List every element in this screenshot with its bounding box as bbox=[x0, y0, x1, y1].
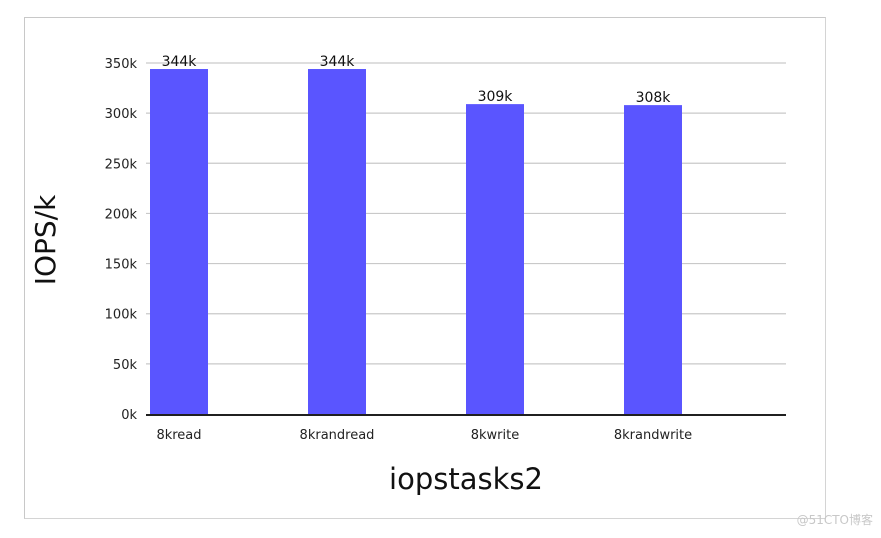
x-axis-ticks: 8kread 8krandread 8kwrite 8krandwrite bbox=[156, 428, 692, 443]
data-label: 309k bbox=[478, 89, 514, 105]
y-tick-label: 100k bbox=[105, 308, 138, 323]
bars bbox=[150, 69, 682, 415]
y-axis-title: IOPS/k bbox=[29, 194, 62, 285]
data-label: 308k bbox=[636, 90, 672, 106]
x-tick-label: 8krandwrite bbox=[614, 428, 692, 443]
x-tick-label: 8krandread bbox=[300, 428, 375, 443]
bar-8kread bbox=[150, 69, 208, 414]
data-label: 344k bbox=[320, 54, 356, 70]
y-tick-label: 200k bbox=[105, 207, 138, 222]
bar-8krandread bbox=[308, 69, 366, 414]
bar-8krandwrite bbox=[624, 105, 682, 415]
bar-8kwrite bbox=[466, 104, 524, 415]
y-tick-label: 50k bbox=[113, 358, 138, 373]
y-tick-label: 0k bbox=[121, 408, 137, 423]
y-tick-label: 250k bbox=[105, 157, 138, 172]
x-tick-label: 8kwrite bbox=[471, 428, 519, 443]
x-tick-label: 8kread bbox=[156, 428, 201, 443]
y-tick-label: 300k bbox=[105, 107, 138, 122]
data-label: 344k bbox=[162, 54, 198, 70]
y-tick-label: 150k bbox=[105, 258, 138, 273]
y-axis-ticks: 0k 50k 100k 150k 200k 250k 300k 350k bbox=[105, 57, 138, 423]
watermark: @51CTO博客 bbox=[796, 513, 873, 527]
y-tick-label: 350k bbox=[105, 57, 138, 72]
data-labels: 344k 344k 309k 308k bbox=[162, 54, 672, 106]
x-axis-title: iopstasks2 bbox=[389, 462, 543, 496]
